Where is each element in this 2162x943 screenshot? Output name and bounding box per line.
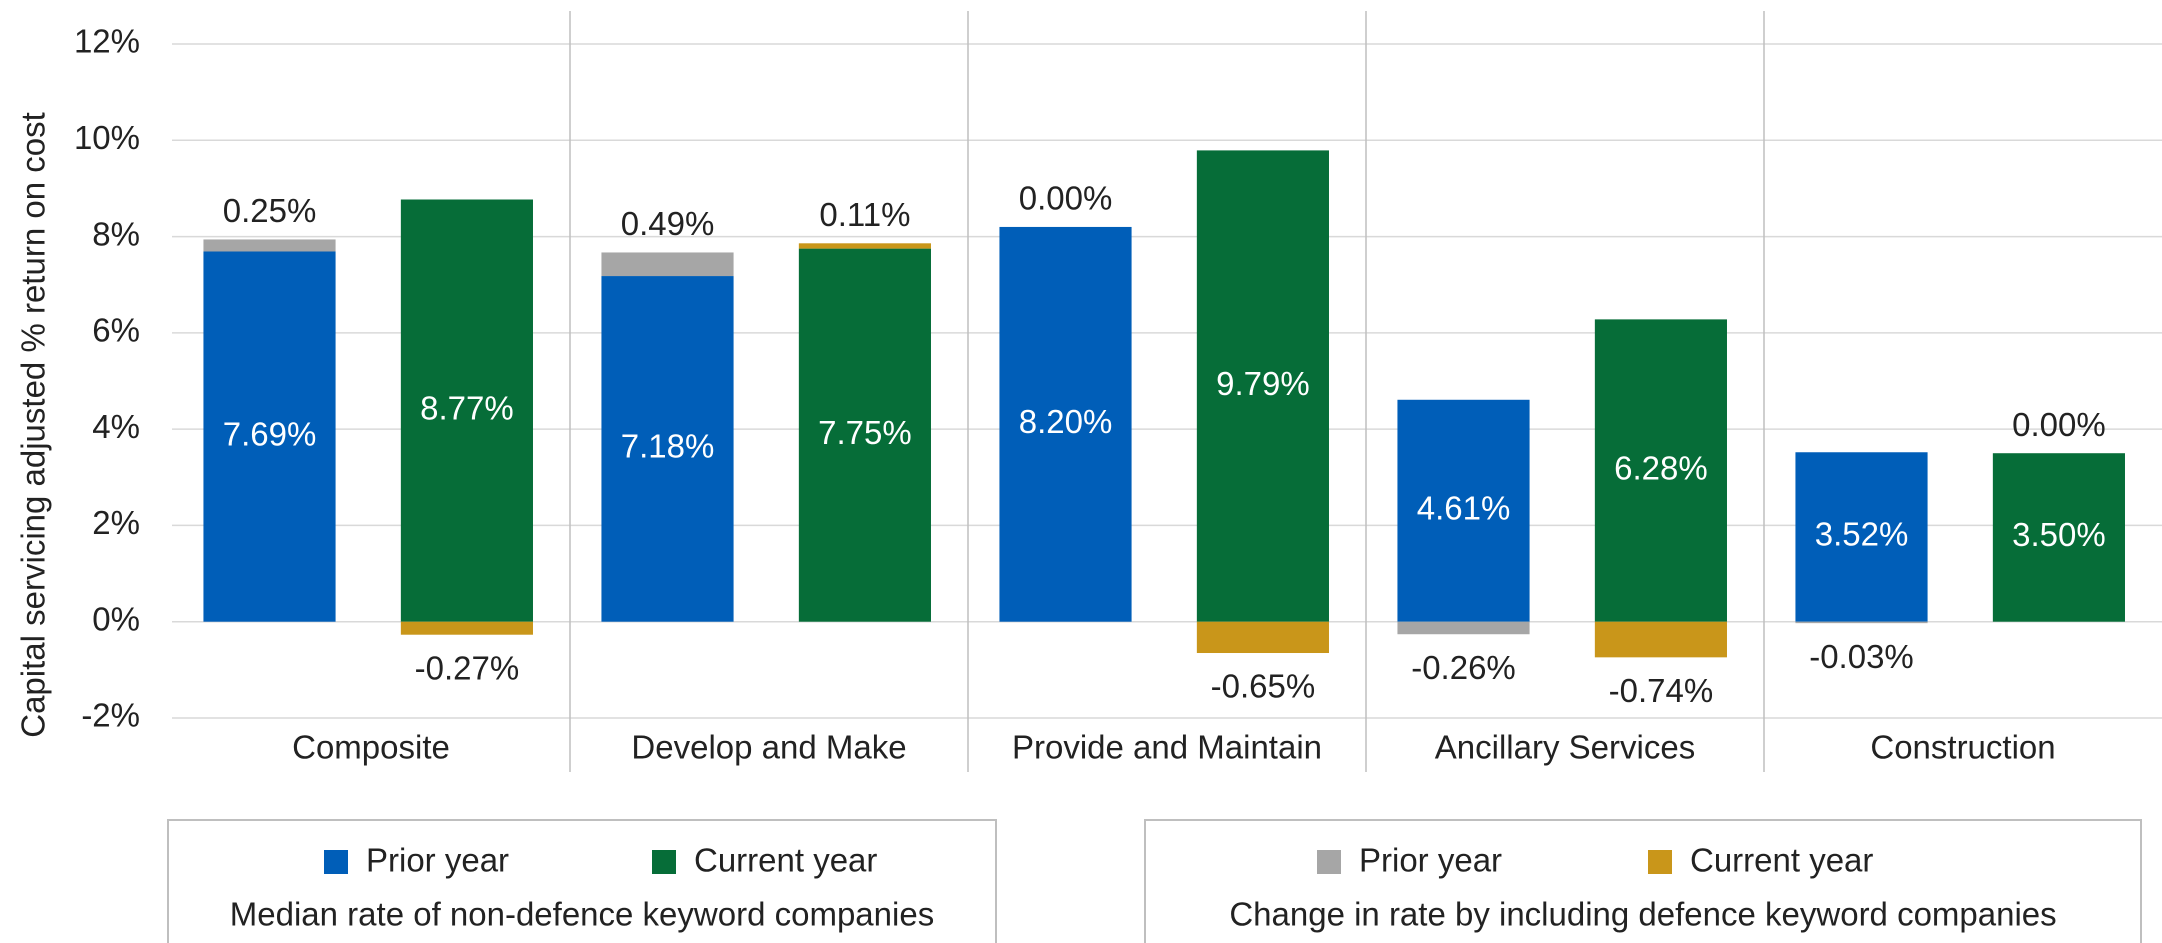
- bar: [400, 199, 533, 622]
- y-tick-label: 12%: [74, 23, 140, 60]
- change-value-label: -0.74%: [1609, 672, 1714, 709]
- bar-value-label: 7.75%: [818, 414, 912, 451]
- bar-value-label: 8.20%: [1019, 403, 1113, 440]
- change-bar: [601, 252, 734, 277]
- y-tick-label: 6%: [92, 312, 140, 349]
- bar-value-label: 3.50%: [2012, 516, 2106, 553]
- bar-value-label: 7.69%: [223, 415, 317, 452]
- bar: [1795, 452, 1928, 622]
- change-bar: [1594, 621, 1727, 658]
- bar: [1992, 453, 2125, 622]
- x-tick-label: Construction: [1870, 729, 2055, 766]
- legend-swatch: [1317, 850, 1341, 874]
- change-value-label: -0.03%: [1809, 638, 1914, 675]
- bar: [1397, 399, 1530, 622]
- bar-value-label: 3.52%: [1815, 516, 1909, 553]
- bar-value-label: 8.77%: [420, 389, 514, 426]
- legend-swatch: [1648, 850, 1672, 874]
- x-tick-label: Composite: [292, 729, 450, 766]
- change-bar: [400, 621, 533, 635]
- change-value-label: 0.00%: [1019, 180, 1113, 217]
- legend-box: [1144, 819, 2142, 943]
- legend-swatch: [652, 850, 676, 874]
- change-value-label: -0.65%: [1211, 668, 1316, 705]
- legend-title: Change in rate by including defence keyw…: [1229, 896, 2056, 933]
- bar: [1594, 319, 1727, 622]
- x-tick-label: Develop and Make: [631, 729, 906, 766]
- legend-title: Median rate of non-defence keyword compa…: [230, 896, 934, 933]
- legend-label: Prior year: [1359, 842, 1502, 879]
- bar-value-label: 9.79%: [1216, 365, 1310, 402]
- y-tick-label: 2%: [92, 504, 140, 541]
- change-value-label: 0.25%: [223, 192, 317, 229]
- y-tick-label: 0%: [92, 600, 140, 637]
- legend-label: Prior year: [366, 842, 509, 879]
- y-axis-label: Capital servicing adjusted % return on c…: [15, 112, 52, 738]
- bar: [203, 251, 336, 622]
- change-bar: [798, 243, 931, 249]
- bar: [601, 276, 734, 622]
- legend-swatch: [324, 850, 348, 874]
- x-tick-label: Ancillary Services: [1435, 729, 1695, 766]
- change-bar: [203, 239, 336, 252]
- bar: [798, 248, 931, 622]
- change-value-label: 0.49%: [621, 205, 715, 242]
- legend-label: Current year: [1690, 842, 1873, 879]
- bar-value-label: 4.61%: [1417, 489, 1511, 526]
- change-bar: [1795, 621, 1928, 624]
- bar-value-label: 7.18%: [621, 428, 715, 465]
- change-bar: [1397, 621, 1530, 635]
- bar: [999, 226, 1132, 622]
- change-value-label: 0.11%: [819, 196, 910, 233]
- y-tick-label: 8%: [92, 215, 140, 252]
- bar-value-label: 6.28%: [1614, 449, 1708, 486]
- change-value-label: -0.26%: [1411, 649, 1516, 686]
- legend-box: [167, 819, 997, 943]
- bar: [1196, 150, 1329, 622]
- change-value-label: 0.00%: [2012, 406, 2106, 443]
- x-tick-label: Provide and Maintain: [1012, 729, 1322, 766]
- change-value-label: -0.27%: [415, 649, 520, 686]
- change-bar: [1196, 621, 1329, 654]
- y-tick-label: 4%: [92, 408, 140, 445]
- legend-label: Current year: [694, 842, 877, 879]
- y-tick-label: 10%: [74, 119, 140, 156]
- y-tick-label: -2%: [81, 697, 140, 734]
